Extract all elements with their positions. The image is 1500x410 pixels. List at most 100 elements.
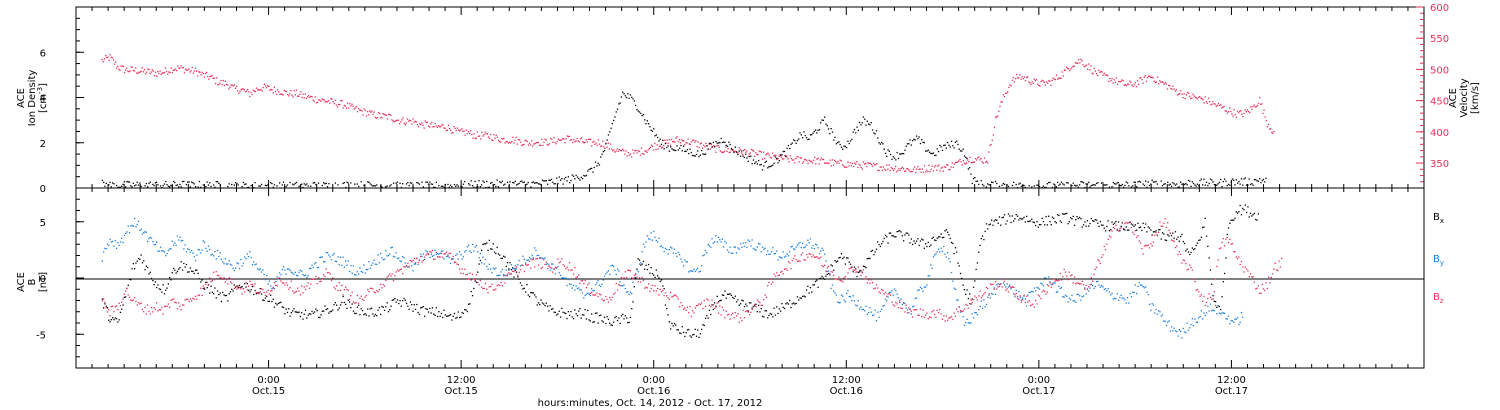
bz-point — [483, 287, 485, 290]
density-point — [897, 157, 900, 160]
velocity-point — [857, 166, 859, 168]
bz-point — [778, 274, 780, 276]
bx-point — [301, 312, 303, 314]
velocity-point — [338, 103, 340, 106]
velocity-point — [820, 157, 822, 159]
velocity-point — [593, 140, 595, 142]
velocity-point — [574, 141, 576, 143]
by-point — [545, 263, 547, 265]
by-point — [336, 260, 338, 263]
bz-point — [225, 278, 228, 281]
by-point — [534, 247, 536, 249]
bx-point — [782, 306, 784, 308]
velocity-point — [480, 138, 482, 140]
velocity-point — [1099, 71, 1101, 74]
bx-point — [633, 286, 635, 288]
bx-point — [714, 302, 716, 304]
bx-point — [464, 309, 466, 311]
velocity-point — [1040, 80, 1042, 83]
bx-point — [1024, 221, 1026, 223]
bx-point — [1038, 224, 1041, 226]
bx-point — [345, 303, 347, 305]
by-point — [175, 244, 177, 246]
velocity-point — [1044, 84, 1047, 86]
bx-point — [321, 310, 323, 312]
velocity-point — [128, 71, 130, 73]
velocity-point — [1023, 76, 1025, 78]
bz-point — [583, 283, 585, 285]
velocity-point — [285, 90, 288, 93]
density-point — [429, 181, 431, 183]
bx-point — [264, 297, 267, 299]
density-point — [418, 183, 421, 185]
bx-point — [462, 312, 465, 315]
by-point — [1182, 327, 1184, 330]
by-point — [800, 246, 802, 249]
velocity-point — [248, 91, 250, 93]
bx-point — [416, 303, 418, 306]
density-point — [200, 186, 202, 188]
velocity-point — [721, 151, 724, 153]
by-point — [1213, 310, 1215, 312]
bx-point — [392, 299, 395, 301]
velocity-point — [685, 142, 687, 144]
bz-point — [815, 256, 817, 258]
bz-point — [387, 275, 390, 277]
velocity-point — [1003, 96, 1006, 98]
bx-point — [879, 245, 881, 248]
density-point — [544, 180, 546, 182]
bz-point — [108, 309, 110, 311]
bx-point — [346, 307, 348, 309]
velocity-point — [156, 75, 158, 77]
by-point — [157, 250, 159, 252]
bx-point — [615, 315, 617, 318]
velocity-point — [1223, 105, 1225, 108]
bz-point — [1186, 269, 1188, 271]
bx-point — [965, 293, 967, 296]
bx-point — [1023, 216, 1025, 218]
density-point — [477, 185, 479, 188]
velocity-point — [635, 149, 637, 152]
by-point — [264, 279, 267, 281]
density-point — [899, 153, 901, 155]
density-point — [456, 184, 458, 186]
by-point — [983, 299, 985, 301]
velocity-point — [533, 143, 535, 145]
velocity-point — [157, 70, 159, 73]
bz-point — [939, 308, 941, 311]
velocity-point — [459, 130, 461, 132]
bx-point — [1247, 206, 1249, 208]
velocity-point — [491, 139, 493, 141]
bz-point — [191, 300, 193, 302]
bz-point — [761, 304, 764, 306]
velocity-point — [602, 140, 604, 142]
bx-point — [487, 249, 489, 251]
density-point — [826, 125, 828, 127]
by-point — [817, 247, 819, 249]
density-point — [748, 155, 751, 158]
bx-point — [855, 268, 857, 270]
velocity-point — [390, 114, 392, 116]
density-point — [1198, 185, 1200, 187]
by-point — [864, 310, 866, 312]
density-point — [1233, 179, 1235, 181]
by-point — [572, 284, 575, 287]
velocity-point — [1220, 104, 1222, 106]
velocity-point — [988, 151, 990, 153]
bx-point — [875, 248, 878, 250]
density-point — [1139, 181, 1142, 183]
x-tick-time-label: 0:00 — [642, 375, 664, 386]
bx-point — [686, 329, 689, 331]
bx-point — [390, 305, 392, 307]
velocity-point — [856, 161, 858, 163]
velocity-point — [567, 136, 569, 138]
bz-point — [1233, 251, 1235, 253]
bx-point — [842, 257, 844, 260]
bz-point — [1142, 253, 1144, 255]
by-point — [131, 224, 133, 227]
bx-point — [926, 245, 928, 248]
velocity-point — [291, 94, 293, 96]
by-point — [978, 309, 980, 311]
bz-point — [227, 283, 229, 285]
by-point — [1059, 287, 1061, 290]
